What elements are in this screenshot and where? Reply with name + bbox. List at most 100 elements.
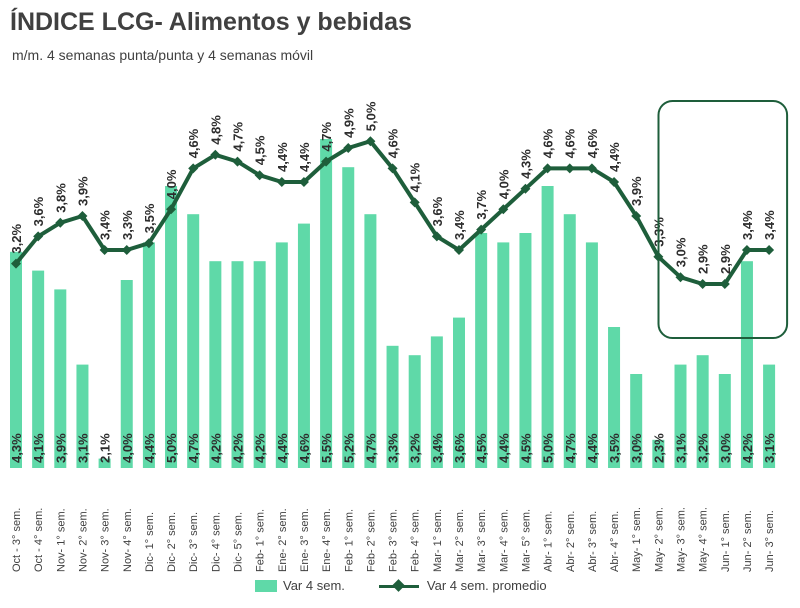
line-marker — [321, 156, 332, 167]
bar-value-label: 3,4% — [430, 433, 445, 463]
line-value-label: 4,0% — [164, 169, 179, 199]
category-label: Jun- 1° sem. — [720, 510, 732, 572]
bar — [142, 242, 155, 468]
category-label: Mar- 4° sem. — [498, 509, 510, 572]
line-value-label: 3,8% — [53, 183, 68, 213]
line-marker — [498, 204, 509, 215]
line-marker — [697, 279, 708, 289]
bar-value-label: 4,7% — [563, 433, 578, 463]
line-marker — [476, 224, 487, 235]
bar-value-label: 5,0% — [541, 433, 556, 463]
line-marker — [454, 245, 464, 255]
legend-swatch-bar — [255, 579, 277, 592]
line-value-label: 3,4% — [762, 210, 777, 240]
bar-value-label: 4,5% — [474, 433, 489, 463]
category-label: Mar- 1° sem. — [432, 509, 444, 572]
bar-value-label: 5,2% — [341, 433, 356, 463]
bar-value-label: 3,2% — [408, 433, 423, 463]
line-marker — [387, 163, 398, 174]
bar-value-label: 5,0% — [164, 433, 179, 463]
line-value-label: 3,9% — [629, 176, 644, 206]
bar — [585, 242, 598, 468]
bar-value-label: 4,4% — [496, 433, 511, 463]
bar — [430, 336, 443, 468]
bar — [718, 374, 731, 468]
bar — [187, 214, 200, 468]
line-marker — [741, 245, 752, 255]
category-label: May- 4° sem. — [698, 507, 710, 572]
bar-value-label: 2,1% — [98, 433, 113, 463]
bar-value-label: 4,4% — [275, 433, 290, 463]
category-label: Ene- 3° sem. — [299, 508, 311, 572]
line-value-label: 3,9% — [75, 176, 90, 206]
line-marker — [409, 197, 420, 208]
bar-value-label: 4,4% — [585, 433, 600, 463]
line-value-label: 4,7% — [231, 122, 246, 152]
category-label: May- 2° sem. — [653, 507, 665, 572]
bar — [165, 186, 178, 468]
category-label: Feb- 1° sem. — [255, 509, 267, 572]
bar — [519, 233, 532, 468]
bar — [541, 186, 554, 468]
line-value-label: 3,4% — [98, 210, 113, 240]
category-label: Ene- 2° sem. — [277, 508, 289, 572]
line-value-label: 4,7% — [319, 122, 334, 152]
chart-subtitle: m/m. 4 semanas punta/punta y 4 semanas m… — [12, 47, 314, 63]
category-label: Abr- 3° sem. — [587, 511, 599, 572]
category-label: Dic- 4° sem. — [210, 512, 222, 572]
bar — [740, 261, 753, 468]
bar — [209, 261, 222, 468]
bar — [763, 364, 776, 468]
line-marker — [232, 156, 243, 167]
line-marker — [210, 149, 221, 160]
bar — [563, 214, 576, 468]
bar — [674, 364, 687, 468]
bar-value-label: 3,2% — [696, 433, 711, 463]
bar-value-label: 3,0% — [718, 433, 733, 463]
category-label: Mar- 3° sem. — [476, 509, 488, 572]
line-value-label: 2,9% — [696, 244, 711, 274]
line-value-label: 2,9% — [718, 244, 733, 274]
line-marker — [55, 217, 66, 228]
bar-value-label: 3,3% — [386, 433, 401, 463]
bar — [320, 139, 333, 468]
line-value-label: 3,5% — [142, 203, 157, 233]
line-value-label: 4,6% — [186, 128, 201, 158]
bar-value-label: 3,1% — [75, 433, 90, 463]
line-marker — [343, 143, 354, 153]
category-label: Dic- 5° sem. — [233, 512, 245, 572]
line-marker — [77, 211, 88, 221]
bar — [76, 364, 89, 468]
bar-value-label: 4,2% — [740, 433, 755, 463]
bar-value-label: 3,6% — [452, 433, 467, 463]
line-value-label: 3,3% — [120, 210, 135, 240]
legend: Var 4 sem. Var 4 sem. promedio — [255, 578, 581, 593]
bar-value-label: 3,5% — [607, 433, 622, 463]
bar-value-label: 3,9% — [53, 433, 68, 463]
line-marker — [719, 279, 730, 289]
line-marker — [542, 163, 553, 174]
bar — [652, 439, 665, 468]
bar-value-label: 4,0% — [120, 433, 135, 463]
category-label: Dic- 3° sem. — [188, 512, 200, 572]
line-marker — [33, 231, 44, 242]
line-value-label: 3,0% — [674, 237, 689, 267]
bar-value-label: 3,1% — [674, 433, 689, 463]
line-marker — [121, 245, 132, 255]
bar — [364, 214, 377, 468]
bar-value-label: 4,4% — [142, 433, 157, 463]
line-marker — [99, 245, 110, 255]
bar-value-label: 4,2% — [231, 433, 246, 463]
line-marker — [609, 177, 620, 187]
line-value-label: 4,0% — [496, 169, 511, 199]
bar — [120, 280, 133, 468]
legend-item-line: Var 4 sem. promedio — [378, 578, 547, 593]
category-label: Abr- 2° sem. — [565, 511, 577, 572]
bar — [98, 458, 111, 468]
category-label: Ene- 4° sem. — [321, 508, 333, 572]
category-label: Jun- 2° sem. — [742, 510, 754, 572]
line-value-label: 4,6% — [386, 128, 401, 158]
line-value-label: 3,4% — [452, 210, 467, 240]
line-value-label: 4,4% — [275, 142, 290, 172]
